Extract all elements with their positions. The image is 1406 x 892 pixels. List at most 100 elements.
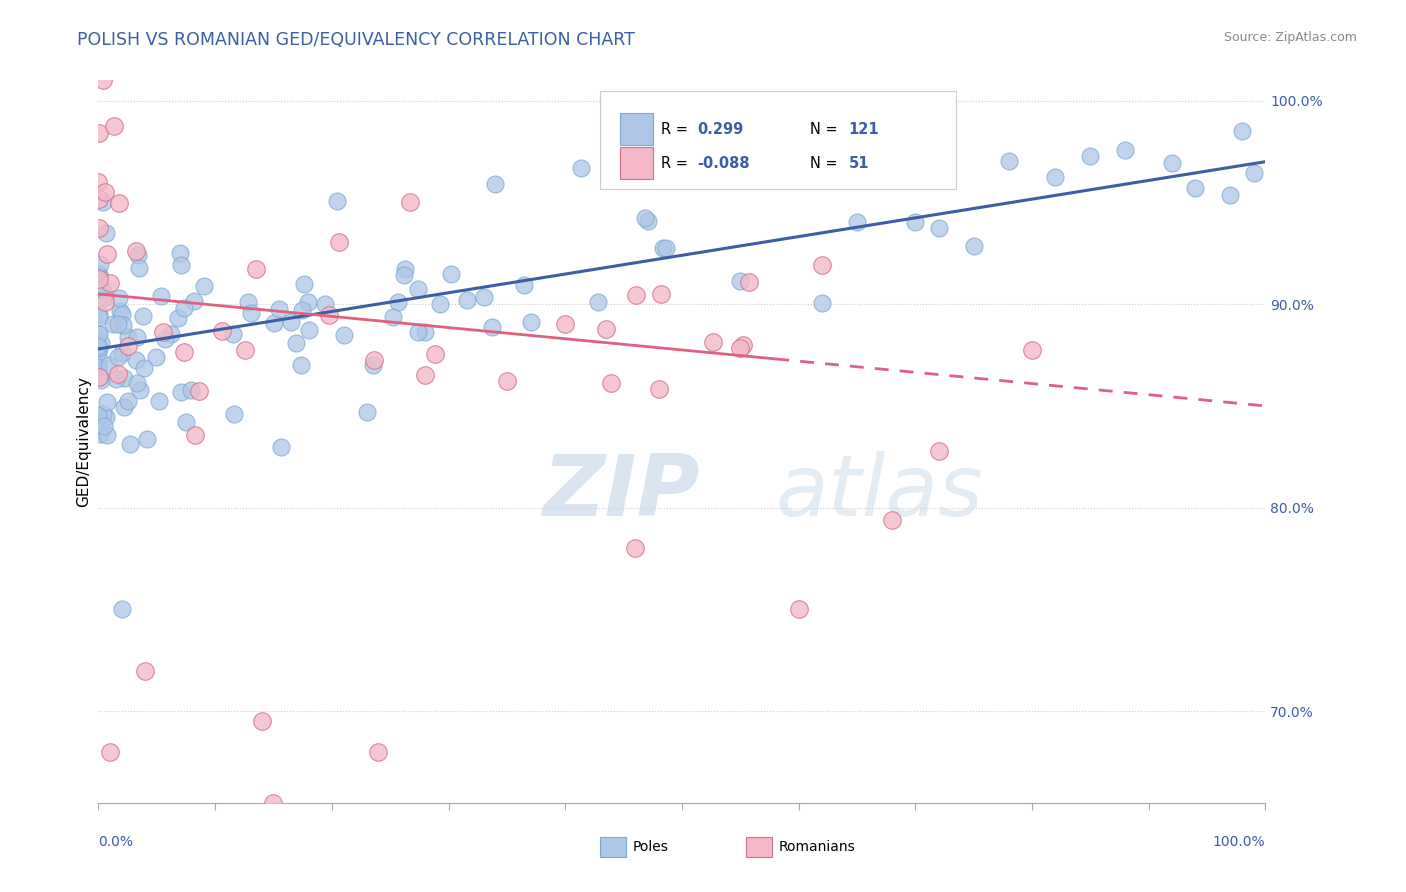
- Point: [111, 307, 134, 321]
- Point: [880, 513, 903, 527]
- Point: [111, 602, 134, 616]
- Point: [169, 246, 191, 260]
- Point: [93, 195, 115, 210]
- Point: [496, 374, 519, 388]
- Point: [98, 276, 121, 290]
- Point: [392, 268, 415, 283]
- Point: [702, 334, 724, 349]
- Point: [413, 368, 436, 383]
- Point: [125, 330, 148, 344]
- Point: [117, 339, 139, 353]
- Point: [904, 214, 927, 228]
- Point: [285, 335, 308, 350]
- Point: [297, 323, 319, 337]
- Point: [423, 347, 446, 361]
- Point: [325, 194, 347, 209]
- Point: [87, 362, 110, 376]
- Point: [108, 303, 131, 318]
- Point: [269, 301, 291, 316]
- Point: [96, 247, 118, 261]
- Point: [145, 350, 167, 364]
- Point: [481, 320, 503, 334]
- Point: [96, 427, 118, 442]
- Point: [647, 383, 669, 397]
- Text: 51: 51: [849, 156, 869, 171]
- Point: [239, 306, 262, 320]
- FancyBboxPatch shape: [620, 147, 652, 179]
- Point: [1045, 169, 1067, 184]
- Point: [112, 371, 135, 385]
- Point: [928, 444, 950, 458]
- Point: [222, 326, 245, 341]
- Point: [112, 318, 135, 332]
- Point: [1230, 124, 1253, 138]
- Text: atlas: atlas: [775, 450, 983, 533]
- Point: [297, 295, 319, 310]
- Point: [263, 316, 285, 330]
- Point: [637, 214, 659, 228]
- Point: [87, 339, 110, 353]
- Y-axis label: GED/Equivalency: GED/Equivalency: [76, 376, 91, 507]
- Point: [152, 325, 174, 339]
- Point: [233, 343, 256, 357]
- Point: [250, 714, 273, 729]
- Point: [90, 373, 112, 387]
- Point: [87, 271, 110, 285]
- Point: [170, 384, 193, 399]
- Text: N =: N =: [810, 156, 838, 171]
- Point: [87, 370, 110, 384]
- Point: [87, 326, 110, 341]
- Point: [87, 351, 110, 366]
- Point: [134, 664, 156, 678]
- Text: Poles: Poles: [633, 840, 669, 854]
- Point: [93, 419, 115, 434]
- Point: [117, 330, 139, 344]
- Point: [356, 405, 378, 419]
- Point: [87, 307, 110, 321]
- Point: [125, 244, 148, 258]
- Point: [650, 287, 672, 301]
- Text: N =: N =: [810, 122, 838, 136]
- Point: [132, 310, 155, 324]
- Text: POLISH VS ROMANIAN GED/EQUIVALENCY CORRELATION CHART: POLISH VS ROMANIAN GED/EQUIVALENCY CORRE…: [77, 31, 636, 49]
- Point: [94, 294, 117, 309]
- Point: [134, 360, 156, 375]
- Text: R =: R =: [661, 122, 688, 136]
- Text: Romanians: Romanians: [779, 840, 855, 854]
- Point: [928, 220, 950, 235]
- Point: [173, 301, 195, 316]
- Point: [262, 796, 284, 810]
- Point: [87, 220, 110, 235]
- Point: [484, 178, 506, 192]
- Point: [440, 268, 463, 282]
- Point: [89, 427, 111, 442]
- Point: [270, 440, 292, 454]
- Point: [211, 325, 233, 339]
- Point: [294, 277, 316, 292]
- Point: [117, 393, 139, 408]
- Point: [1021, 343, 1043, 357]
- Point: [1161, 156, 1184, 170]
- Point: [472, 290, 495, 304]
- Point: [811, 258, 834, 272]
- Point: [155, 332, 177, 346]
- Point: [406, 282, 429, 296]
- Point: [180, 383, 202, 397]
- Point: [87, 341, 110, 355]
- Point: [599, 376, 621, 390]
- Point: [520, 316, 543, 330]
- Point: [107, 350, 129, 364]
- Point: [1243, 166, 1265, 180]
- Point: [160, 326, 183, 341]
- Point: [87, 343, 110, 358]
- Point: [731, 337, 754, 351]
- Text: -0.088: -0.088: [697, 156, 749, 171]
- Text: ZIP: ZIP: [541, 450, 700, 533]
- Text: R =: R =: [661, 156, 688, 171]
- Point: [173, 344, 195, 359]
- Point: [125, 352, 148, 367]
- Point: [148, 393, 170, 408]
- FancyBboxPatch shape: [620, 112, 652, 145]
- Point: [569, 161, 592, 175]
- Point: [94, 185, 117, 199]
